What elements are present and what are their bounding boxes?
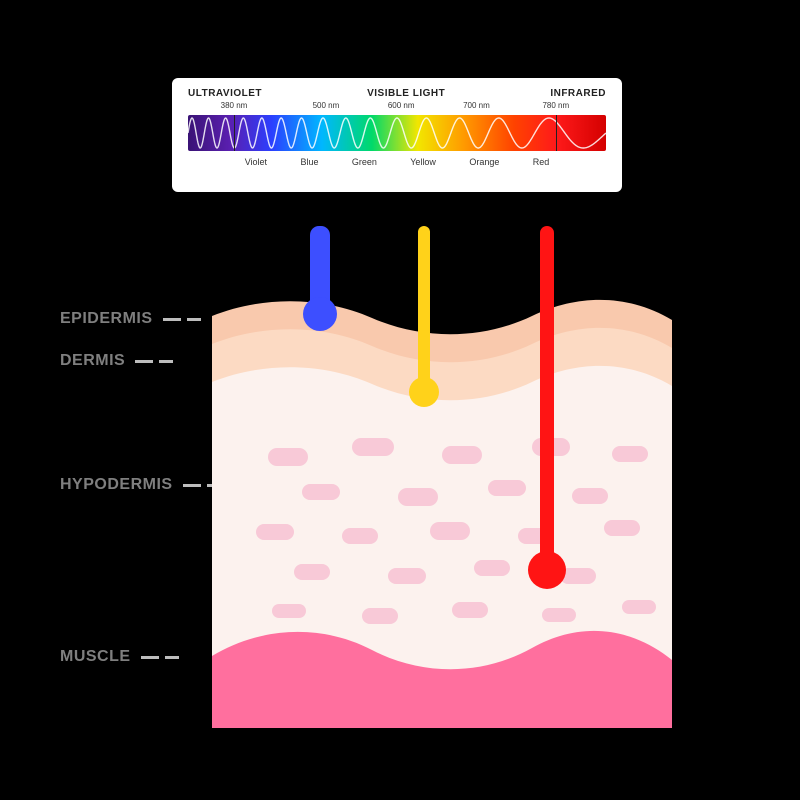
fat-blob [272,604,306,618]
spectrum-color-label: Orange [469,157,499,167]
label-text: HYPODERMIS [60,476,173,494]
spectrum-bar [188,115,606,151]
spectrum-top-labels: ULTRAVIOLET VISIBLE LIGHT INFRARED [188,88,606,99]
fat-blob [622,600,656,614]
penetrator-bulb-icon [303,297,337,331]
spectrum-color-label: Violet [245,157,267,167]
spectrum-tick [234,115,235,151]
fat-blob [542,608,576,622]
fat-blob [256,524,294,540]
spectrum-nm-label: 380 nm [221,101,248,110]
fat-blob [268,448,308,466]
penetrator-yellow [418,226,430,394]
spectrum-label-visible: VISIBLE LIGHT [367,88,445,99]
spectrum-label-ir: INFRARED [550,88,606,99]
spectrum-tick [556,115,557,151]
spectrum-wave-icon [188,115,606,151]
layer-hypodermis [212,362,672,669]
spectrum-nm-label: 500 nm [313,101,340,110]
skin-label-hypodermis: HYPODERMIS [60,476,221,494]
spectrum-nm-label: 600 nm [388,101,415,110]
spectrum-color-label: Green [352,157,377,167]
penetrator-bulb-icon [409,377,439,407]
label-text: EPIDERMIS [60,310,153,328]
fat-blob [604,520,640,536]
spectrum-color-label: Red [533,157,550,167]
skin-label-dermis: DERMIS [60,352,173,370]
penetrator-bulb-icon [528,551,566,589]
fat-blob [442,446,482,464]
fat-blob [488,480,526,496]
spectrum-nm-row: 380 nm 500 nm 600 nm 700 nm 780 nm [188,101,606,111]
penetrator-blue [310,226,330,316]
fat-blob [294,564,330,580]
spectrum-color-label: Blue [300,157,318,167]
fat-blob [398,488,438,506]
spectrum-color-label: Yellow [410,157,436,167]
fat-blob [452,602,488,618]
label-text: DERMIS [60,352,125,370]
fat-blob [572,488,608,504]
skin-label-epidermis: EPIDERMIS [60,310,201,328]
spectrum-nm-label: 780 nm [542,101,569,110]
fat-blob [612,446,648,462]
label-text: MUSCLE [60,648,131,666]
fat-blob [362,608,398,624]
spectrum-nm-label: 700 nm [463,101,490,110]
spectrum-label-uv: ULTRAVIOLET [188,88,262,99]
fat-blob [352,438,394,456]
penetrator-red [540,226,554,572]
fat-blob [342,528,378,544]
fat-blob [430,522,470,540]
skin-diagram [212,288,672,728]
spectrum-color-labels: Violet Blue Green Yellow Orange Red [188,157,606,167]
fat-blob [388,568,426,584]
spectrum-card: ULTRAVIOLET VISIBLE LIGHT INFRARED 380 n… [172,78,622,192]
skin-label-muscle: MUSCLE [60,648,179,666]
fat-blob [474,560,510,576]
skin-cross-section [212,288,672,728]
fat-blob [302,484,340,500]
